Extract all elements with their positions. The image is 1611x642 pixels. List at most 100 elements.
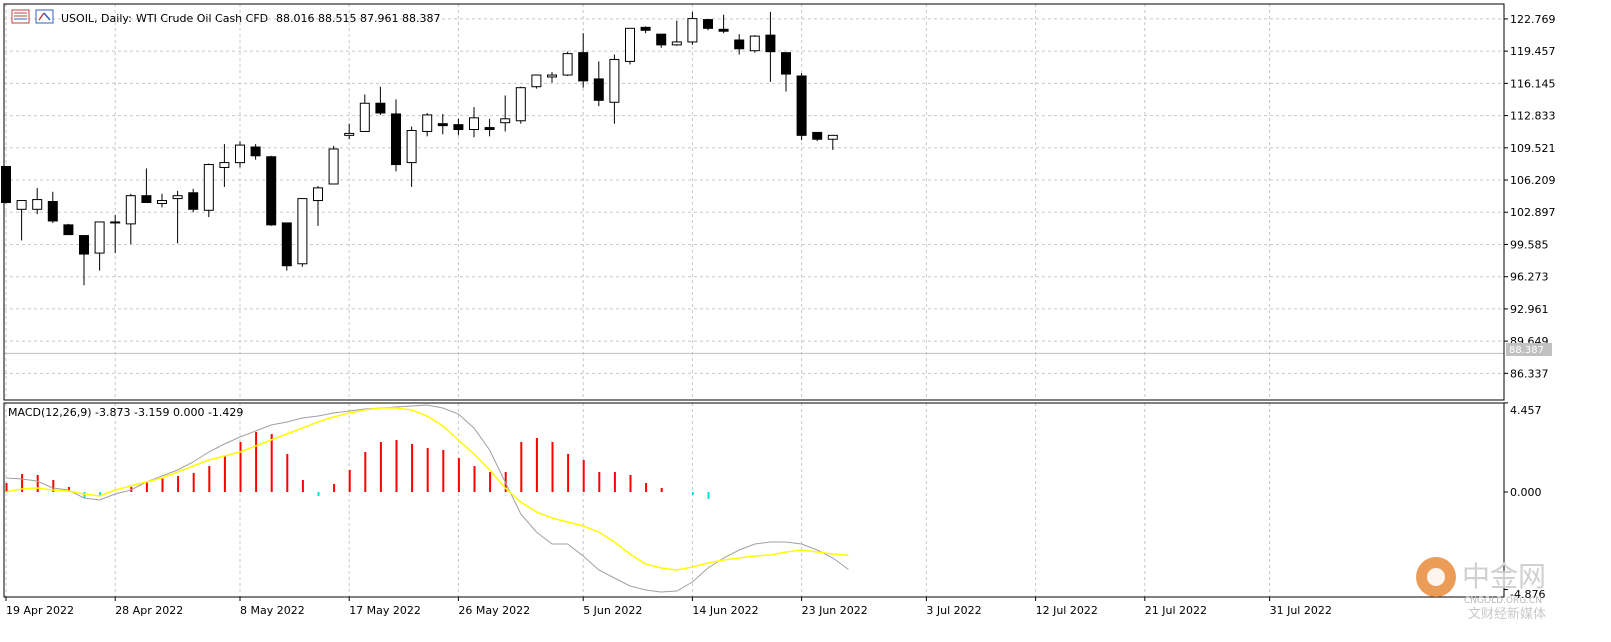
candle-body	[328, 148, 339, 185]
candle	[406, 126, 417, 187]
candle-body	[359, 102, 370, 132]
candle	[827, 134, 838, 150]
candle	[609, 54, 620, 124]
candle-body	[469, 117, 479, 131]
x-tick-label: 23 Jun 2022	[802, 604, 868, 617]
candle-body	[593, 78, 604, 101]
candle	[391, 99, 401, 172]
x-tick-label: 31 Jul 2022	[1270, 604, 1332, 617]
y-tick-label: 102.897	[1510, 206, 1556, 219]
candle	[640, 26, 651, 34]
candle	[765, 11, 776, 82]
candle-body	[47, 201, 58, 222]
y-tick-label: 86.337	[1510, 367, 1549, 380]
candle	[313, 185, 323, 226]
x-tick-label: 17 May 2022	[349, 604, 421, 617]
y-tick-label: 116.145	[1510, 77, 1556, 90]
candle-body	[188, 192, 199, 210]
x-tick-label: 21 Jul 2022	[1145, 604, 1207, 617]
watermark-latin: CNGOLD.ORG.CN	[1464, 596, 1542, 606]
candle-body	[281, 222, 292, 267]
candle-body	[1, 165, 11, 203]
candle	[328, 146, 339, 185]
candle-body	[578, 52, 589, 82]
candle-body	[718, 28, 729, 32]
macd-line	[5, 404, 849, 593]
candle-body	[515, 87, 526, 122]
chart-title: USOIL, Daily: WTI Crude Oil Cash CFD 88.…	[11, 9, 440, 25]
macd-pane-border	[3, 402, 1505, 598]
candle	[63, 223, 74, 236]
candle	[281, 222, 292, 271]
candle	[359, 94, 370, 132]
candle	[515, 86, 526, 124]
candle-body	[235, 144, 245, 164]
macd-label: MACD(12,26,9) -3.873 -3.159 0.000 -1.429	[8, 406, 243, 419]
candle	[547, 72, 557, 83]
y-tick-label: 99.585	[1510, 238, 1549, 251]
candle-body	[406, 129, 417, 164]
candle	[812, 131, 823, 142]
watermark: 中金网 CNGOLD.ORG.CN 文财经新媒体	[1416, 557, 1546, 622]
candle-body	[547, 74, 557, 78]
candle-body	[297, 198, 308, 265]
y-tick-label: 112.833	[1510, 110, 1556, 123]
chart-type-icon[interactable]	[35, 9, 54, 24]
candle	[172, 190, 183, 244]
candle-body	[500, 118, 511, 124]
candle	[16, 200, 27, 241]
candle	[781, 52, 791, 92]
watermark-sub: 文财经新媒体	[1468, 606, 1546, 622]
x-tick-label: 14 Jun 2022	[692, 604, 758, 617]
candle-body	[781, 52, 791, 75]
candle-body	[250, 146, 261, 157]
candle	[32, 187, 43, 215]
candle	[562, 51, 573, 76]
candle	[469, 107, 479, 138]
candle	[47, 191, 58, 223]
candle	[250, 144, 261, 160]
candle-body	[609, 58, 620, 103]
candle	[94, 221, 105, 271]
time-axis: 19 Apr 2022 28 Apr 2022 8 May 2022 17 May 2…	[5, 597, 1332, 617]
macd-y-tick-label: -4.876	[1510, 588, 1545, 601]
candle	[422, 112, 433, 137]
candle-body	[671, 41, 682, 46]
candle-body	[812, 131, 823, 140]
symbol-label: USOIL, Daily:	[61, 12, 132, 25]
list-icon[interactable]	[11, 9, 30, 24]
candle	[375, 86, 386, 115]
candle-body	[734, 39, 745, 50]
candle-body	[749, 35, 760, 52]
candle-body	[437, 123, 448, 127]
candle	[734, 34, 745, 55]
candle	[796, 73, 807, 141]
watermark-cn: 中金网	[1462, 560, 1546, 593]
x-tick-label: 8 May 2022	[240, 604, 305, 617]
ohlc-values: 88.016 88.515 87.961 88.387	[276, 12, 440, 25]
candle-body	[687, 18, 698, 43]
macd-y-tick-label: 4.457	[1510, 404, 1542, 417]
candle-body	[172, 195, 183, 200]
candle-body	[16, 200, 27, 210]
candle-body	[562, 53, 573, 76]
candle	[110, 215, 121, 254]
candle-body	[266, 156, 277, 226]
candle	[593, 61, 604, 107]
candle	[671, 20, 682, 46]
candle	[344, 123, 355, 140]
candle-body	[79, 235, 89, 255]
price-pane-border	[3, 3, 1505, 401]
candle	[437, 113, 448, 135]
y-tick-label: 122.769	[1510, 13, 1556, 26]
candle-body	[656, 33, 667, 46]
candle-body	[484, 127, 495, 131]
candle	[188, 188, 199, 213]
candle	[687, 11, 698, 45]
y-tick-label: 106.209	[1510, 174, 1556, 187]
candle-body	[125, 195, 136, 225]
candle	[656, 33, 667, 48]
candle-body	[344, 132, 355, 136]
candle	[235, 141, 245, 168]
